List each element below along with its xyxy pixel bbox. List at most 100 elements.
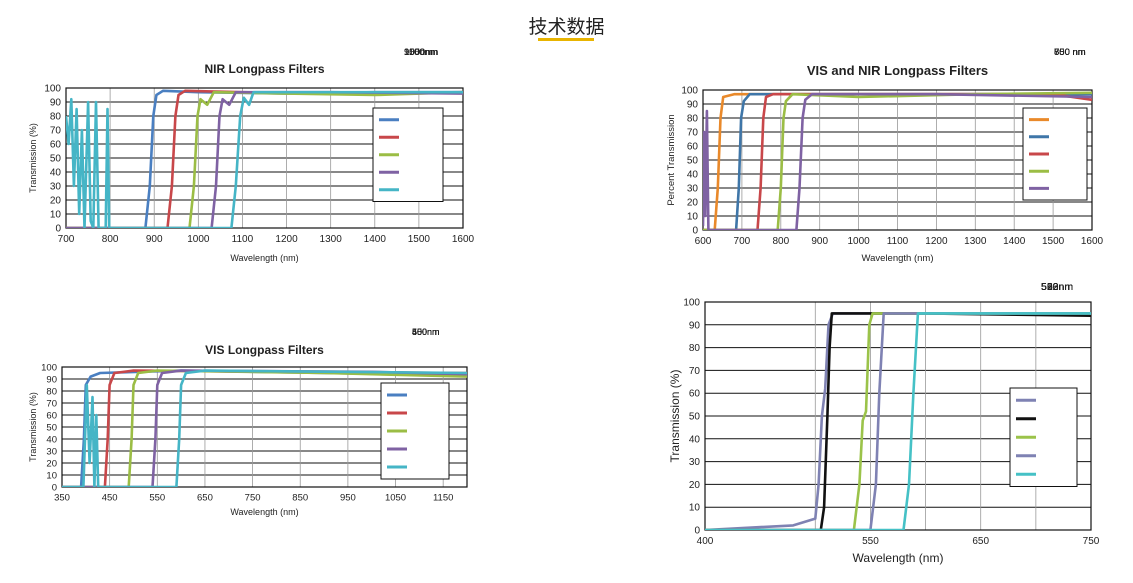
- x-tick-label: 1300: [964, 236, 987, 247]
- x-tick-label: 800: [772, 236, 789, 247]
- y-tick-label: 80: [46, 386, 57, 397]
- legend-label: 600nm: [412, 327, 440, 337]
- y-tick-label: 100: [683, 298, 700, 309]
- y-tick-label: 50: [46, 422, 57, 433]
- chart-title: NIR Longpass Filters: [204, 62, 324, 76]
- series-line-552nm: [705, 312, 1091, 530]
- y-tick-label: 10: [50, 210, 62, 221]
- legend-label: 650 nm: [1054, 47, 1086, 58]
- x-tick-label: 1000: [847, 236, 870, 247]
- y-tick-label: 40: [50, 168, 62, 179]
- series-line-600nm: [62, 369, 467, 487]
- longpass-detail-chart: 0 10 20 30 40 50 60 70 80 90 100 400 550 650 750 Wavele…: [668, 281, 1100, 565]
- legend-label: 750 nm: [1054, 47, 1086, 58]
- x-tick-label: 1600: [1081, 236, 1104, 247]
- legend-label: 520nm: [1041, 281, 1073, 293]
- y-tick-label: 20: [46, 458, 57, 469]
- y-tick-label: 30: [46, 446, 57, 457]
- y-tick-label: 40: [689, 434, 701, 445]
- x-tick-label: 1500: [408, 234, 431, 245]
- legend-label: 500nm: [412, 327, 440, 337]
- legend-label: 550nm: [412, 327, 440, 337]
- y-tick-label: 80: [687, 114, 699, 125]
- legend-label: 552nm: [1041, 281, 1073, 293]
- series-line-1100nm: [66, 90, 463, 228]
- x-tick-label: 550: [149, 493, 165, 504]
- x-tick-label: 1150: [433, 493, 453, 504]
- y-tick-label: 30: [689, 457, 701, 468]
- y-tick-label: 40: [46, 434, 57, 445]
- x-tick-label: 1100: [232, 234, 254, 245]
- legend-label: 850 nm: [1054, 47, 1086, 58]
- x-axis-label: Wavelength (nm): [862, 253, 934, 264]
- x-tick-label: 750: [1083, 536, 1100, 547]
- y-axis-label: Percent Transmission: [666, 114, 677, 205]
- y-tick-label: 60: [687, 142, 699, 153]
- y-tick-label: 10: [689, 503, 701, 514]
- y-tick-label: 30: [687, 184, 699, 195]
- x-tick-label: 800: [102, 234, 119, 245]
- x-tick-label: 650: [197, 493, 213, 504]
- plot-frame: [61, 366, 468, 488]
- x-tick-label: 1200: [275, 234, 298, 245]
- x-tick-label: 1600: [452, 234, 475, 245]
- x-axis-label: Wavelength (nm): [853, 551, 944, 565]
- vis-longpass-chart: VIS Longpass Filters01020304050607080901…: [28, 327, 468, 517]
- nir-longpass-chart: NIR Longpass Filters 0 10 20 30 40 50 60 70 80 90 1…: [28, 47, 475, 263]
- legend-label: 900nm: [404, 47, 433, 58]
- x-tick-label: 350: [54, 493, 70, 504]
- y-tick-label: 70: [687, 128, 699, 139]
- y-axis-label: Transmission (%): [668, 370, 682, 463]
- y-tick-label: 0: [692, 226, 698, 237]
- x-tick-label: 1000: [187, 234, 210, 245]
- x-tick-label: 1100: [887, 236, 909, 247]
- y-tick-label: 90: [50, 98, 62, 109]
- x-tick-label: 550: [862, 536, 879, 547]
- y-tick-label: 50: [50, 154, 62, 165]
- legend-label: 700 nm: [1054, 47, 1086, 58]
- y-tick-label: 20: [50, 196, 62, 207]
- legend-label: 516nm: [1041, 281, 1073, 293]
- plot-frame: [65, 87, 464, 229]
- legend-label: 400nm: [412, 327, 440, 337]
- y-tick-label: 60: [46, 410, 57, 421]
- page-title: 技术数据: [528, 16, 605, 38]
- y-axis-label: Transmission (%): [28, 392, 38, 462]
- y-tick-label: 10: [46, 470, 57, 481]
- title-underline: [538, 38, 594, 41]
- x-tick-label: 900: [146, 234, 163, 245]
- x-tick-label: 700: [58, 234, 75, 245]
- legend-label: 450nm: [412, 327, 440, 337]
- y-tick-label: 60: [689, 389, 701, 400]
- y-tick-label: 80: [689, 343, 701, 354]
- y-tick-label: 60: [50, 140, 62, 151]
- y-tick-label: 100: [41, 362, 57, 373]
- legend-label: 593nm: [1041, 281, 1073, 293]
- x-tick-label: 1050: [385, 493, 406, 504]
- x-tick-label: 600: [695, 236, 712, 247]
- y-tick-label: 100: [44, 84, 61, 95]
- x-tick-label: 1500: [1042, 236, 1065, 247]
- y-tick-label: 20: [687, 198, 699, 209]
- x-tick-label: 650: [972, 536, 989, 547]
- y-tick-label: 70: [46, 398, 57, 409]
- y-tick-label: 100: [681, 86, 698, 97]
- x-tick-label: 700: [734, 236, 751, 247]
- y-tick-label: 70: [689, 366, 701, 377]
- y-tick-label: 90: [46, 374, 57, 385]
- x-tick-label: 950: [340, 493, 356, 504]
- legend-label: 1000nm: [404, 47, 438, 58]
- y-tick-label: 50: [689, 412, 701, 423]
- legend-label: 950nm: [404, 47, 433, 58]
- x-axis-label: Wavelength (nm): [230, 253, 298, 263]
- chart-title: VIS and NIR Longpass Filters: [807, 63, 988, 78]
- y-tick-label: 80: [50, 112, 62, 123]
- y-tick-label: 0: [52, 482, 57, 493]
- legend-label: 562nm: [1041, 281, 1073, 293]
- legend-label: 1100nm: [404, 47, 438, 58]
- x-tick-label: 400: [697, 536, 714, 547]
- series-line-850nm: [703, 92, 1092, 230]
- y-tick-label: 0: [694, 526, 700, 537]
- series-line-593nm: [705, 312, 1091, 530]
- x-axis-label: Wavelength (nm): [230, 507, 298, 517]
